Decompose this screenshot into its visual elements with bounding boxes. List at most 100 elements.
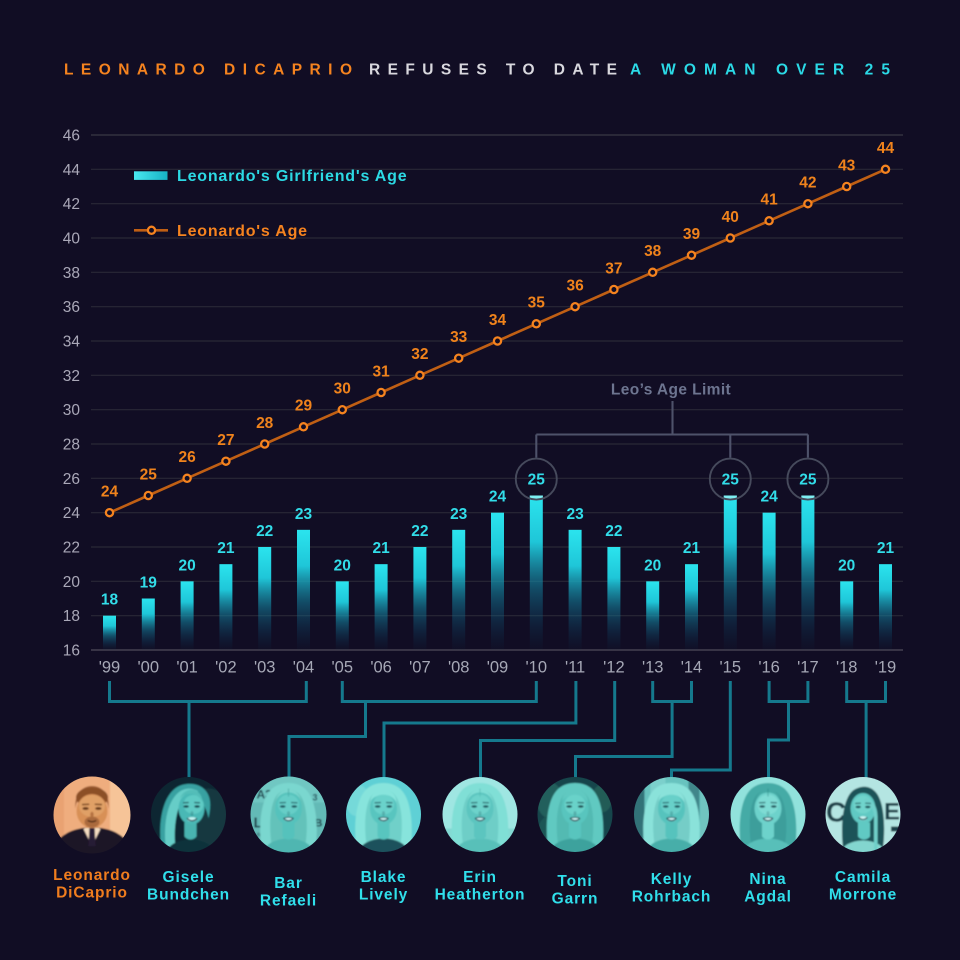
svg-text:22: 22 [63, 540, 80, 557]
svg-text:18: 18 [63, 608, 80, 625]
svg-text:19: 19 [140, 575, 158, 592]
svg-text:'11: '11 [565, 659, 585, 677]
svg-text:28: 28 [63, 437, 80, 454]
svg-text:27: 27 [217, 432, 234, 449]
svg-text:Garrn: Garrn [552, 890, 599, 907]
svg-text:37: 37 [605, 260, 622, 277]
svg-text:'10: '10 [526, 659, 548, 677]
svg-text:38: 38 [63, 265, 80, 282]
svg-text:'13: '13 [642, 659, 664, 677]
svg-text:20: 20 [838, 557, 855, 574]
svg-text:'00: '00 [138, 659, 160, 677]
svg-text:31: 31 [372, 363, 390, 380]
svg-text:Leonardo: Leonardo [53, 867, 131, 884]
svg-text:29: 29 [295, 398, 313, 415]
svg-text:25: 25 [722, 472, 740, 489]
svg-text:44: 44 [877, 140, 895, 157]
svg-text:23: 23 [566, 506, 584, 523]
svg-text:23: 23 [450, 506, 468, 523]
svg-text:Leonardo's Girlfriend's Age: Leonardo's Girlfriend's Age [177, 168, 407, 185]
svg-text:40: 40 [63, 231, 81, 248]
svg-text:34: 34 [489, 312, 507, 329]
svg-text:36: 36 [63, 299, 80, 316]
svg-text:Refaeli: Refaeli [260, 892, 317, 909]
svg-text:'16: '16 [758, 659, 780, 677]
svg-text:'19: '19 [875, 659, 897, 677]
svg-text:24: 24 [101, 484, 119, 501]
svg-text:22: 22 [411, 523, 428, 540]
svg-text:32: 32 [63, 368, 80, 385]
svg-text:20: 20 [644, 557, 661, 574]
svg-text:42: 42 [799, 175, 816, 192]
svg-text:25: 25 [799, 472, 817, 489]
svg-text:23: 23 [295, 506, 313, 523]
svg-text:'14: '14 [681, 659, 703, 677]
svg-text:39: 39 [683, 226, 701, 243]
svg-text:30: 30 [63, 402, 81, 419]
svg-text:24: 24 [63, 505, 81, 522]
svg-text:Agdal: Agdal [744, 889, 792, 906]
svg-text:'99: '99 [99, 659, 121, 677]
svg-text:'06: '06 [370, 659, 392, 677]
svg-text:Nina: Nina [749, 871, 786, 888]
svg-text:30: 30 [334, 381, 351, 398]
svg-text:38: 38 [644, 243, 662, 260]
svg-text:44: 44 [63, 162, 81, 179]
svg-text:Lively: Lively [359, 887, 408, 904]
svg-text:35: 35 [528, 295, 546, 312]
svg-text:DiCaprio: DiCaprio [56, 885, 128, 902]
svg-text:21: 21 [372, 540, 390, 557]
svg-text:'09: '09 [487, 659, 509, 677]
svg-text:26: 26 [63, 471, 80, 488]
svg-text:21: 21 [217, 540, 235, 557]
svg-text:41: 41 [760, 192, 778, 209]
svg-text:26: 26 [178, 449, 196, 466]
svg-text:'08: '08 [448, 659, 470, 677]
svg-text:Leo’s Age Limit: Leo’s Age Limit [611, 382, 731, 399]
svg-text:34: 34 [63, 334, 81, 351]
svg-text:46: 46 [63, 128, 80, 145]
svg-text:20: 20 [63, 574, 81, 591]
svg-text:20: 20 [178, 557, 195, 574]
svg-text:21: 21 [877, 540, 895, 557]
svg-text:20: 20 [334, 557, 351, 574]
svg-text:25: 25 [528, 472, 546, 489]
svg-text:'03: '03 [254, 659, 276, 677]
svg-text:'04: '04 [293, 659, 315, 677]
svg-text:Camila: Camila [835, 869, 891, 886]
svg-text:22: 22 [256, 523, 273, 540]
svg-text:33: 33 [450, 329, 468, 346]
svg-text:Kelly: Kelly [651, 871, 693, 888]
svg-text:Erin: Erin [463, 869, 497, 886]
svg-text:Morrone: Morrone [829, 887, 897, 904]
svg-text:28: 28 [256, 415, 274, 432]
svg-text:'02: '02 [215, 659, 237, 677]
svg-text:24: 24 [760, 489, 778, 506]
svg-text:'15: '15 [720, 659, 742, 677]
svg-text:Heatherton: Heatherton [435, 887, 526, 904]
svg-text:'01: '01 [176, 659, 198, 677]
svg-text:Rohrbach: Rohrbach [632, 889, 712, 906]
svg-text:32: 32 [411, 346, 428, 363]
svg-text:21: 21 [683, 540, 701, 557]
svg-text:42: 42 [63, 196, 80, 213]
svg-text:22: 22 [605, 523, 622, 540]
svg-text:36: 36 [566, 278, 584, 295]
svg-text:43: 43 [838, 157, 856, 174]
svg-text:18: 18 [101, 592, 119, 609]
svg-text:25: 25 [140, 466, 158, 483]
svg-text:Gisele: Gisele [163, 869, 215, 886]
svg-text:'12: '12 [603, 659, 625, 677]
svg-text:Bundchen: Bundchen [147, 887, 230, 904]
svg-text:40: 40 [722, 209, 739, 226]
svg-text:'17: '17 [797, 659, 819, 677]
svg-text:16: 16 [63, 643, 80, 660]
svg-text:Toni: Toni [557, 873, 592, 890]
svg-text:'07: '07 [409, 659, 431, 677]
svg-text:Blake: Blake [361, 869, 407, 886]
svg-text:Bar: Bar [274, 875, 303, 892]
svg-text:'18: '18 [836, 659, 858, 677]
svg-text:'05: '05 [332, 659, 354, 677]
svg-text:Leonardo's Age: Leonardo's Age [177, 223, 308, 240]
svg-text:24: 24 [489, 489, 507, 506]
